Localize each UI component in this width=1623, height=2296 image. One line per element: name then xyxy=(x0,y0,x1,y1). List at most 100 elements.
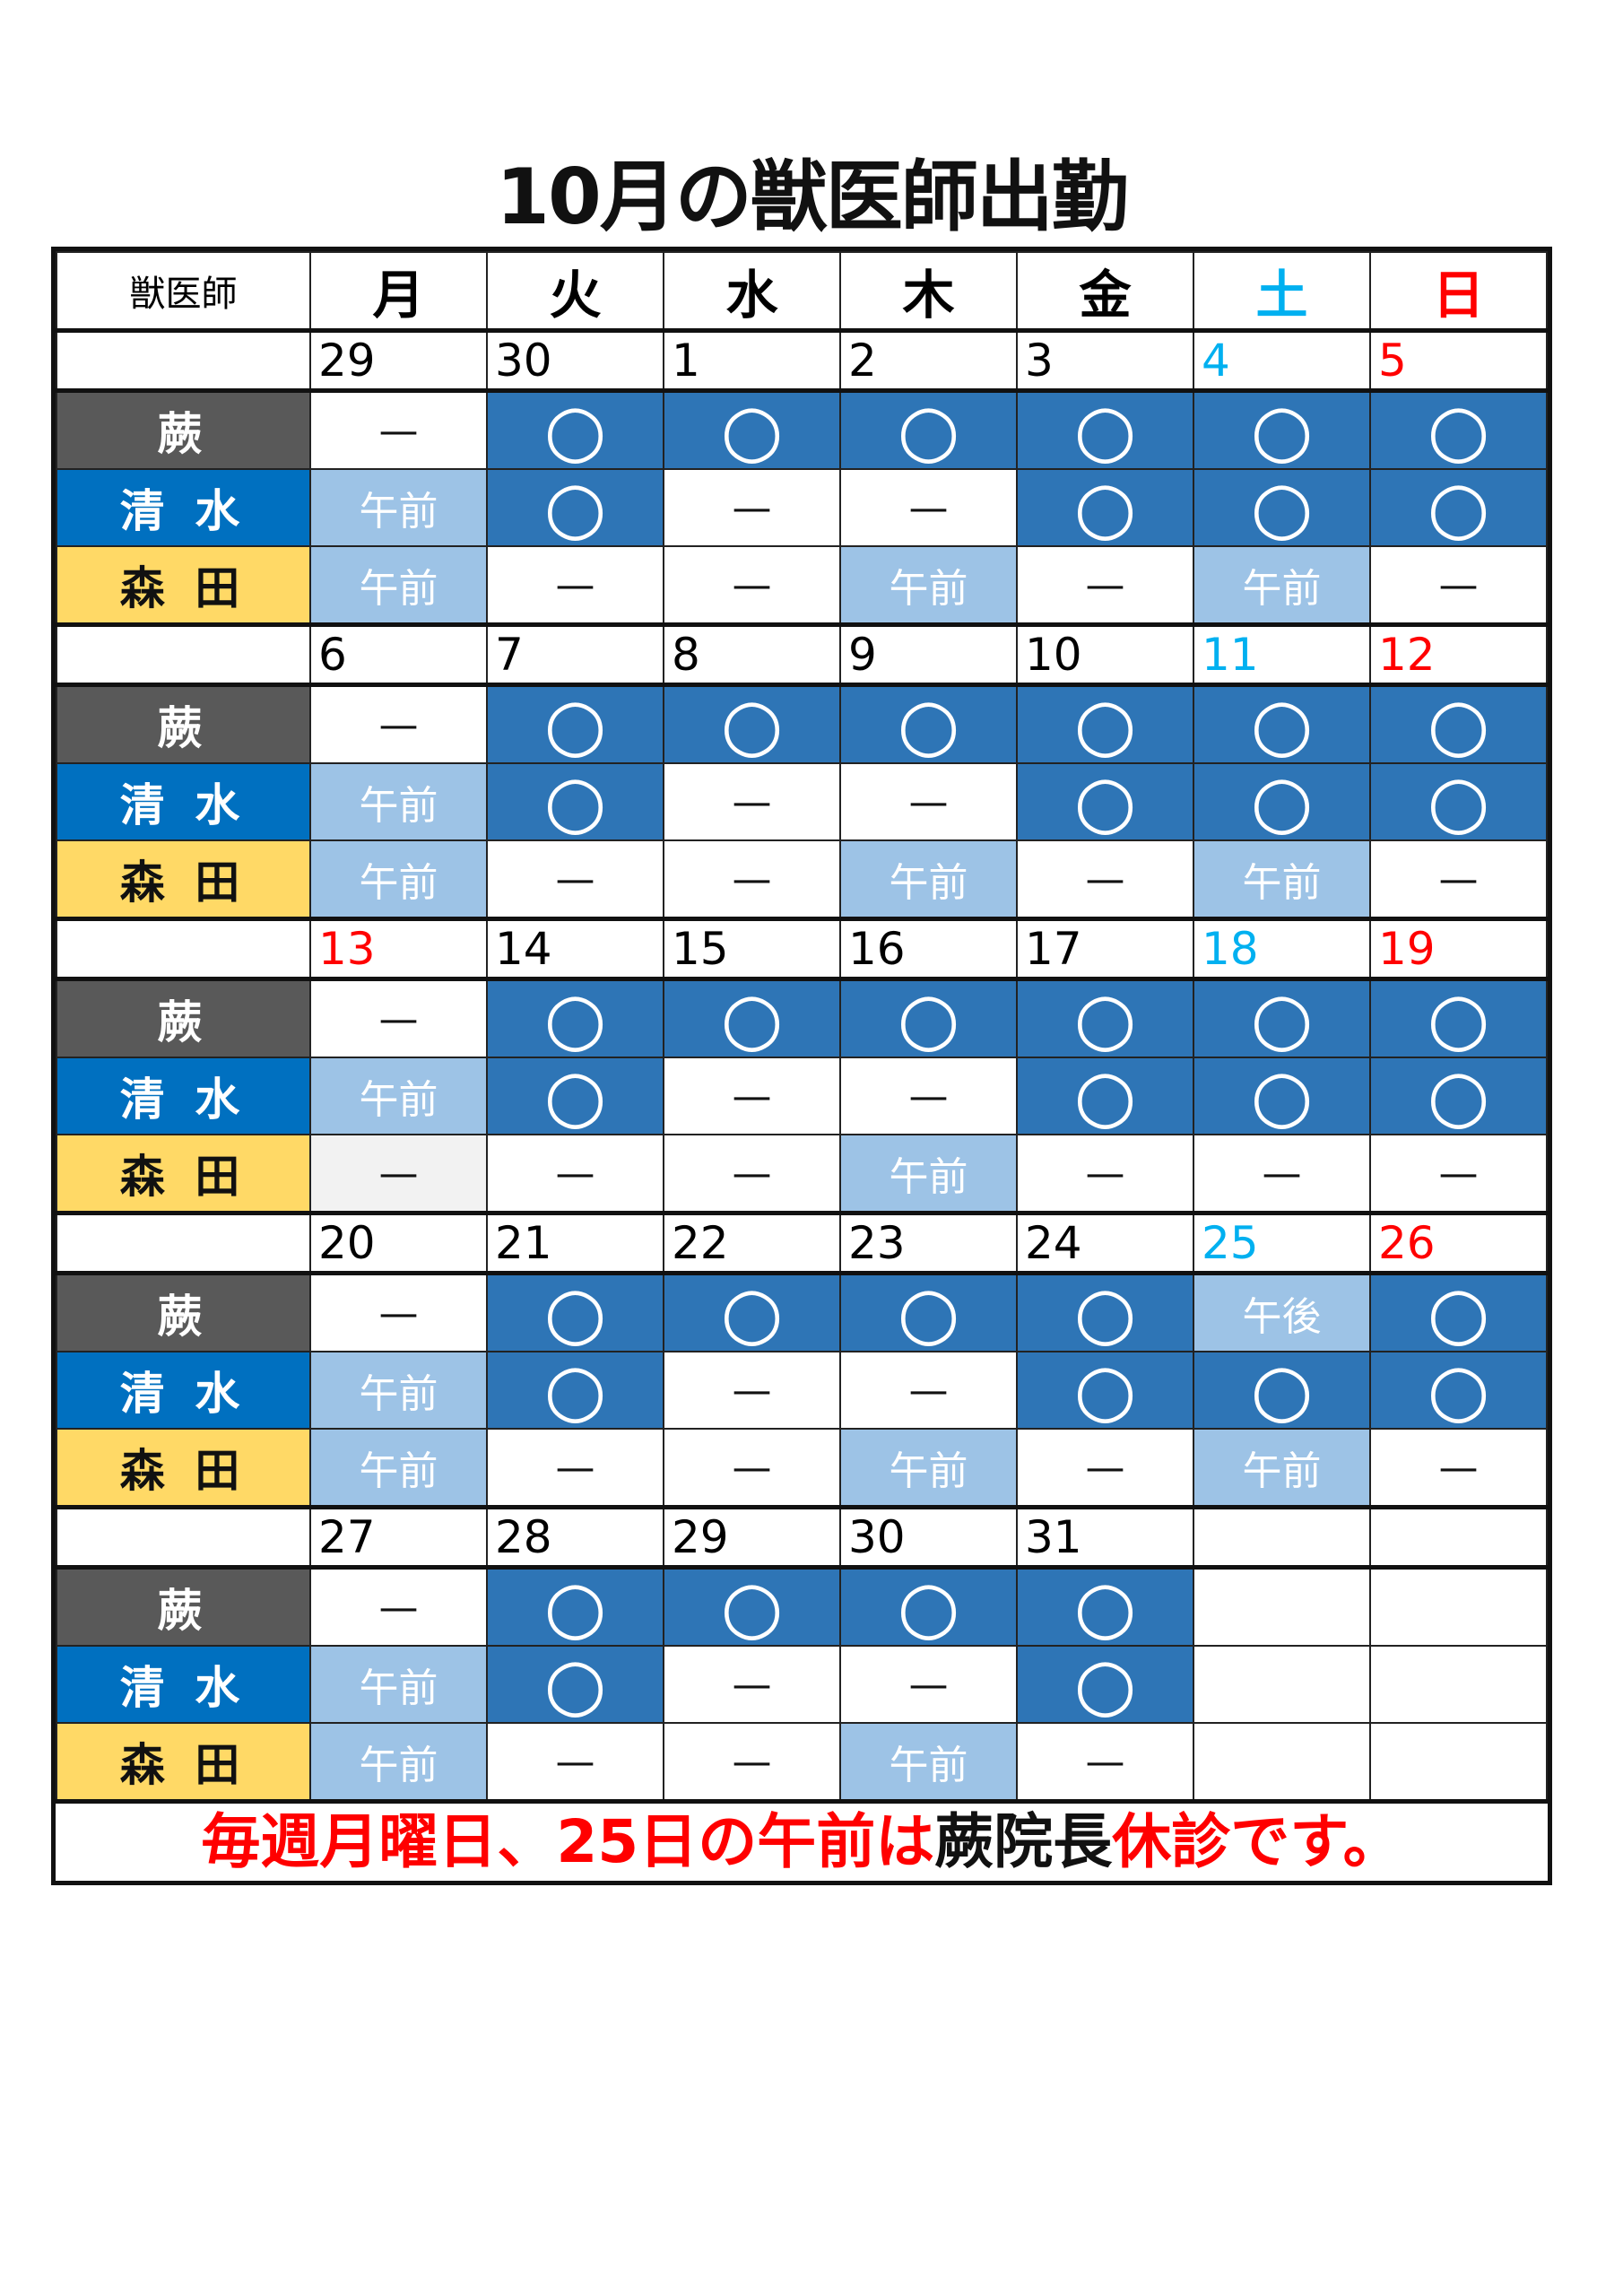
date-cell: 30 xyxy=(839,1506,1018,1570)
date-cell xyxy=(1369,1506,1548,1570)
attendance-cell-off: — xyxy=(309,683,488,764)
attendance-cell-off: — xyxy=(486,1134,664,1215)
doctor-row: 森 田午前 — — 午前 — 午前 — xyxy=(56,839,1548,921)
attendance-cell-full: ○ xyxy=(663,683,841,764)
date-row-spacer xyxy=(56,918,311,981)
attendance-cell-partial: 午後 xyxy=(1193,1272,1371,1352)
doctor-row: 森 田 — — — 午前 — — — xyxy=(56,1134,1548,1215)
date-cell: 27 xyxy=(309,1506,488,1570)
attendance-cell-off: — xyxy=(309,1566,488,1647)
doctor-row: 清 水午前 ○ — — ○ ○ ○ xyxy=(56,762,1548,841)
attendance-cell-full: ○ xyxy=(1369,683,1548,764)
attendance-cell-partial: 午前 xyxy=(309,762,488,841)
date-cell: 30 xyxy=(486,329,664,393)
attendance-cell-off: — xyxy=(1369,839,1548,921)
doctor-row: 清 水午前 ○ — — ○ ○ ○ xyxy=(56,1351,1548,1430)
attendance-cell-full: ○ xyxy=(839,978,1018,1058)
date-cell: 24 xyxy=(1016,1212,1194,1275)
attendance-cell-full: ○ xyxy=(486,1566,664,1647)
notice-text: 毎週月曜日、25日の午前は蕨院長休診です。 xyxy=(56,1804,1548,1881)
attendance-cell-off: — xyxy=(309,978,488,1058)
attendance-cell-off: — xyxy=(663,545,841,627)
notice-part2: 蕨院長 xyxy=(934,1807,1113,1876)
attendance-cell-off: — xyxy=(663,762,841,841)
date-row-spacer xyxy=(56,1506,311,1570)
doctor-row: 蕨 — ○ ○ ○ ○ xyxy=(56,1566,1548,1647)
attendance-cell-partial: 午前 xyxy=(309,1722,488,1804)
attendance-cell-partial: 午前 xyxy=(309,1057,488,1135)
attendance-cell-full: ○ xyxy=(1369,1272,1548,1352)
attendance-cell-off: — xyxy=(486,1428,664,1509)
date-cell: 31 xyxy=(1016,1506,1194,1570)
attendance-cell-partial: 午前 xyxy=(839,1134,1018,1215)
attendance-cell-partial: 午前 xyxy=(839,1428,1018,1509)
attendance-cell-partial: 午前 xyxy=(309,468,488,547)
date-cell: 3 xyxy=(1016,329,1194,393)
date-row: 20 21 22 23 24 25 26 xyxy=(56,1212,1548,1275)
attendance-cell-empty xyxy=(1369,1645,1548,1724)
attendance-cell-full: ○ xyxy=(486,1272,664,1352)
attendance-cell-full: ○ xyxy=(1193,978,1371,1058)
weekday-header: 金 xyxy=(1016,251,1194,333)
doctor-name: 森 田 xyxy=(56,1722,311,1804)
attendance-cell-full: ○ xyxy=(1016,389,1194,470)
doctor-row: 清 水午前 ○ — — ○ xyxy=(56,1645,1548,1724)
doctor-name: 清 水 xyxy=(56,1645,311,1724)
weekday-header: 月 xyxy=(309,251,488,333)
attendance-cell-off: — xyxy=(1016,1134,1194,1215)
attendance-cell-full: ○ xyxy=(1193,762,1371,841)
weekday-header: 火 xyxy=(486,251,664,333)
attendance-cell-off: — xyxy=(839,762,1018,841)
date-cell: 29 xyxy=(663,1506,841,1570)
doctor-row: 清 水午前 ○ — — ○ ○ ○ xyxy=(56,468,1548,547)
attendance-cell-partial: 午前 xyxy=(839,839,1018,921)
date-row: 29 30 1 2 3 4 5 xyxy=(56,329,1548,393)
date-cell: 8 xyxy=(663,623,841,687)
date-cell: 15 xyxy=(663,918,841,981)
attendance-cell-full: ○ xyxy=(1193,468,1371,547)
weekday-header-row: 獣医師 月火水木金土日 xyxy=(56,251,1548,333)
date-cell: 12 xyxy=(1369,623,1548,687)
attendance-cell-partial: 午前 xyxy=(309,1428,488,1509)
attendance-cell-empty xyxy=(1193,1645,1371,1724)
date-cell: 29 xyxy=(309,329,488,393)
doctor-name: 蕨 xyxy=(56,1272,311,1352)
attendance-cell-partial: 午前 xyxy=(1193,545,1371,627)
attendance-cell-off: — xyxy=(663,1722,841,1804)
attendance-cell-full: ○ xyxy=(1016,1645,1194,1724)
attendance-cell-off: — xyxy=(663,1351,841,1430)
attendance-cell-partial: 午前 xyxy=(839,545,1018,627)
attendance-cell-off: — xyxy=(309,1134,488,1215)
date-cell: 22 xyxy=(663,1212,841,1275)
doctor-row: 森 田午前 — — 午前 — xyxy=(56,1722,1548,1804)
date-cell: 20 xyxy=(309,1212,488,1275)
doctor-row: 蕨 — ○ ○ ○ ○ ○ ○ xyxy=(56,978,1548,1058)
doctor-row: 蕨 — ○ ○ ○ ○ ○ ○ xyxy=(56,683,1548,764)
date-cell: 2 xyxy=(839,329,1018,393)
doctor-column-header: 獣医師 xyxy=(56,251,311,333)
doctor-row: 森 田午前 — — 午前 — 午前 — xyxy=(56,1428,1548,1509)
attendance-cell-off: — xyxy=(486,545,664,627)
date-cell: 4 xyxy=(1193,329,1371,393)
attendance-cell-full: ○ xyxy=(486,1057,664,1135)
doctor-name: 蕨 xyxy=(56,978,311,1058)
attendance-cell-off: — xyxy=(486,839,664,921)
date-cell: 11 xyxy=(1193,623,1371,687)
attendance-cell-empty xyxy=(1193,1722,1371,1804)
attendance-cell-off: — xyxy=(1369,1428,1548,1509)
attendance-cell-full: ○ xyxy=(486,762,664,841)
attendance-cell-full: ○ xyxy=(1369,1351,1548,1430)
attendance-cell-full: ○ xyxy=(1193,1351,1371,1430)
attendance-cell-full: ○ xyxy=(1016,1057,1194,1135)
attendance-cell-full: ○ xyxy=(839,1566,1018,1647)
attendance-cell-full: ○ xyxy=(486,978,664,1058)
attendance-cell-off: — xyxy=(663,1134,841,1215)
attendance-cell-full: ○ xyxy=(663,1566,841,1647)
doctor-name: 森 田 xyxy=(56,839,311,921)
date-cell: 16 xyxy=(839,918,1018,981)
attendance-cell-partial: 午前 xyxy=(1193,839,1371,921)
date-cell: 7 xyxy=(486,623,664,687)
attendance-cell-full: ○ xyxy=(839,683,1018,764)
attendance-cell-off: — xyxy=(839,468,1018,547)
attendance-cell-off: — xyxy=(839,1057,1018,1135)
